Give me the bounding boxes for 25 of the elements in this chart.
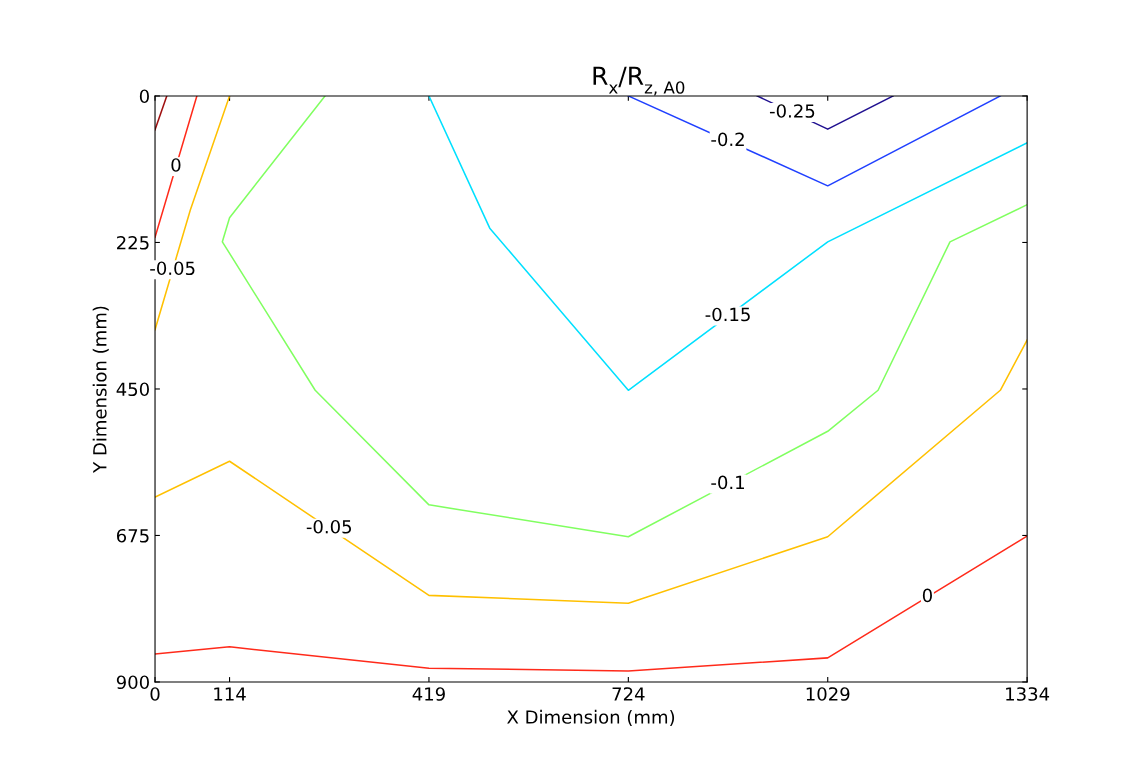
series-label: -0.25 — [769, 104, 815, 118]
y-tick-label: 0 — [139, 89, 149, 104]
x-tick-label: 724 — [612, 687, 645, 701]
x-tick-label: 1029 — [806, 687, 850, 701]
x-tick-label: 419 — [412, 687, 445, 701]
y-tick-label: 225 — [117, 235, 149, 250]
line-series — [428, 95, 1028, 392]
line-series — [155, 535, 1028, 672]
series-label: -0.05 — [150, 261, 195, 276]
line-series — [221, 95, 1028, 538]
x-tick-label: 0 — [150, 687, 160, 701]
y-tick-label: 450 — [116, 382, 149, 397]
y-axis-title: Y Dimension (mm) — [92, 306, 109, 473]
line-series — [155, 339, 1028, 604]
y-tick-label: 675 — [116, 528, 149, 543]
series-label: -0.15 — [705, 307, 750, 322]
y-tick-label: 900 — [116, 675, 149, 690]
x-axis-title: X Dimension (mm) — [507, 709, 675, 726]
series-label: 0 — [922, 588, 932, 603]
x-tick-label: 114 — [214, 687, 246, 701]
series-label: -0.1 — [711, 475, 744, 490]
series-label: -0.2 — [711, 132, 744, 147]
series-label: -0.05 — [306, 519, 352, 534]
series-label: 0 — [171, 158, 181, 172]
x-tick-label: 1334 — [1006, 687, 1050, 701]
